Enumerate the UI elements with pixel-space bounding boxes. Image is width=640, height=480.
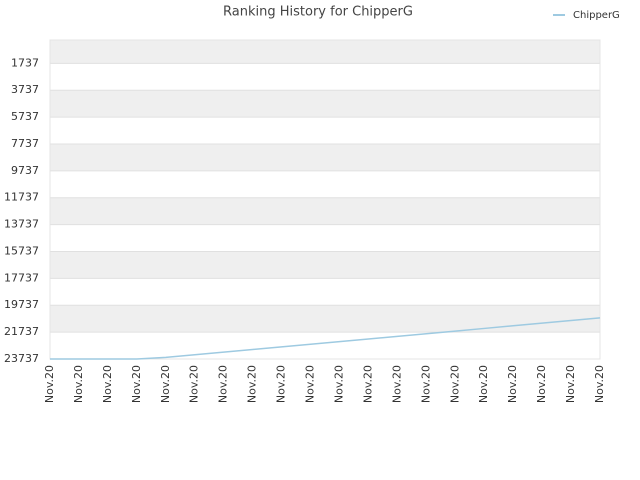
band: [50, 197, 600, 225]
x-tick-label: Nov.20: [159, 365, 172, 403]
band: [50, 170, 600, 198]
chart-title: Ranking History for ChipperG: [223, 5, 413, 20]
x-tick-label: Nov.20: [304, 365, 317, 403]
x-tick-label: Nov.20: [246, 365, 259, 403]
x-tick-label: Nov.20: [332, 365, 345, 403]
y-tick-label: 13737: [4, 218, 39, 231]
y-tick-label: 5737: [11, 110, 39, 123]
y-tick-label: 19737: [4, 298, 39, 311]
band: [50, 278, 600, 306]
legend-label: ChipperG: [573, 10, 620, 21]
x-tick-label: Nov.20: [390, 365, 403, 403]
x-tick-label: Nov.20: [275, 365, 288, 403]
band: [50, 251, 600, 279]
y-tick-label: 7737: [11, 137, 39, 150]
x-tick-label: Nov.20: [535, 365, 548, 403]
x-tick-label: Nov.20: [101, 365, 114, 403]
band: [50, 305, 600, 333]
x-tick-label: Nov.20: [130, 365, 143, 403]
y-tick-label: 11737: [4, 191, 39, 204]
x-tick-label: Nov.20: [217, 365, 230, 403]
plot-border: [49, 39, 601, 360]
band: [50, 143, 600, 171]
x-tick-label: Nov.20: [593, 365, 606, 403]
x-tick-label: Nov.20: [448, 365, 461, 403]
y-tick-label: 9737: [11, 164, 39, 177]
x-tick-label: Nov.20: [506, 365, 519, 403]
band: [50, 332, 600, 359]
band: [50, 63, 600, 91]
x-tick-label: Nov.20: [564, 365, 577, 403]
y-tick-label: 1737: [11, 56, 39, 69]
y-tick-label: 15737: [4, 244, 39, 257]
x-tick-label: Nov.20: [361, 365, 374, 403]
line: [50, 317, 601, 360]
y-tick-label: 21737: [4, 325, 39, 338]
y-tick-label: 17737: [4, 271, 39, 284]
y-tick-label: 23737: [4, 352, 39, 365]
x-tick-label: Nov.20: [72, 365, 85, 403]
band: [50, 90, 600, 118]
x-tick-label: Nov.20: [477, 365, 490, 403]
x-tick-label: Nov.20: [188, 365, 201, 403]
x-tick-label: Nov.20: [43, 365, 56, 403]
band: [50, 224, 600, 252]
y-tick-label: 3737: [11, 83, 39, 96]
band: [50, 40, 600, 64]
x-tick-label: Nov.20: [419, 365, 432, 403]
band: [50, 117, 600, 144]
